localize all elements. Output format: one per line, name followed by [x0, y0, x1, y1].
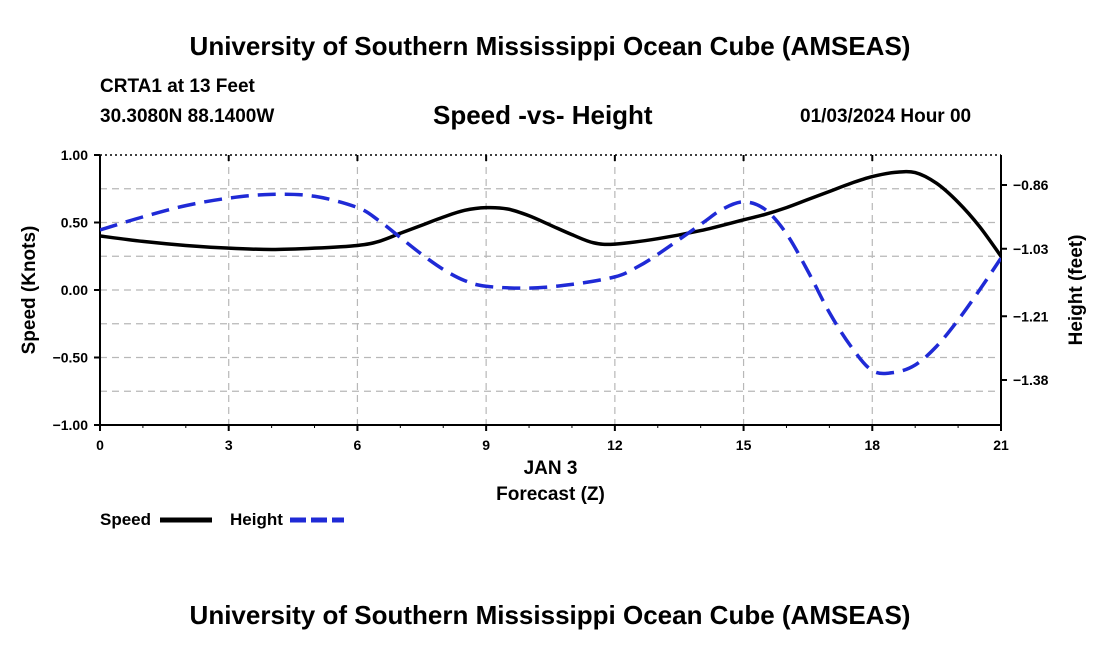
x-tick-label: 6: [354, 437, 362, 453]
y-tick-label: −0.50: [53, 350, 89, 366]
y2-tick-label: −1.38: [1013, 372, 1049, 388]
y-axis-title: Speed (Knots): [19, 226, 40, 355]
series-line-height: [100, 192, 1001, 376]
y2-tick-label: −1.21: [1013, 308, 1049, 324]
x-tick-label: 12: [607, 437, 623, 453]
x-tick-label: 15: [736, 437, 752, 453]
bottom-title: University of Southern Mississippi Ocean…: [189, 600, 911, 630]
y2-tick-label: −1.03: [1013, 241, 1049, 257]
y-tick-label: −1.00: [53, 417, 89, 433]
top-title: University of Southern Mississippi Ocean…: [189, 31, 911, 61]
y-tick-label: 0.50: [61, 215, 88, 231]
chart-title: Speed -vs- Height: [433, 100, 653, 130]
x-axis-title: Forecast (Z): [496, 484, 605, 505]
y2-tick-label: −0.86: [1013, 177, 1049, 193]
x-tick-label: 9: [482, 437, 490, 453]
y-tick-label: 1.00: [61, 147, 88, 163]
y-tick-label: 0.00: [61, 282, 88, 298]
location-label: 30.3080N 88.1400W: [100, 106, 275, 127]
station-label: CRTA1 at 13 Feet: [100, 76, 255, 97]
x-axis-date: JAN 3: [524, 458, 578, 479]
datetime-label: 01/03/2024 Hour 00: [800, 106, 972, 127]
legend-label-height: Height: [230, 510, 283, 529]
x-tick-label: 21: [993, 437, 1009, 453]
series-line-speed: [100, 169, 1001, 258]
legend-label-speed: Speed: [100, 510, 151, 529]
x-tick-label: 0: [96, 437, 104, 453]
x-tick-label: 3: [225, 437, 233, 453]
x-tick-label: 18: [864, 437, 880, 453]
y2-axis-title: Height (feet): [1066, 235, 1087, 346]
